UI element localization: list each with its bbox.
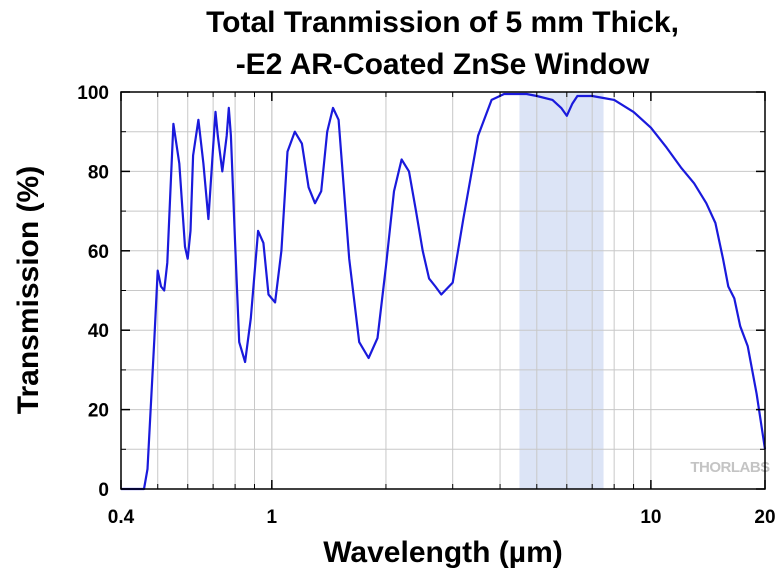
y-tick-label: 60 bbox=[88, 242, 109, 263]
x-tick-label: 10 bbox=[640, 507, 661, 528]
y-tick-label: 20 bbox=[88, 401, 109, 422]
transmission-series-line bbox=[121, 92, 767, 491]
x-tick-label: 0.4 bbox=[108, 507, 135, 528]
chart-title-line-2: -E2 AR-Coated ZnSe Window bbox=[235, 48, 650, 81]
thorlabs-watermark: THORLABS bbox=[690, 459, 770, 476]
chart-title-line-1: Total Tranmission of 5 mm Thick, bbox=[206, 6, 679, 39]
y-tick-label: 80 bbox=[88, 162, 109, 183]
y-tick-label: 0 bbox=[98, 480, 109, 501]
y-tick-label: 40 bbox=[88, 321, 109, 342]
x-axis-label: Wavelength (µm) bbox=[323, 536, 563, 569]
y-axis-label: Transmission (%) bbox=[12, 166, 45, 414]
y-tick-label: 100 bbox=[77, 83, 109, 104]
x-tick-label: 1 bbox=[267, 507, 278, 528]
x-tick-label: 20 bbox=[754, 507, 775, 528]
